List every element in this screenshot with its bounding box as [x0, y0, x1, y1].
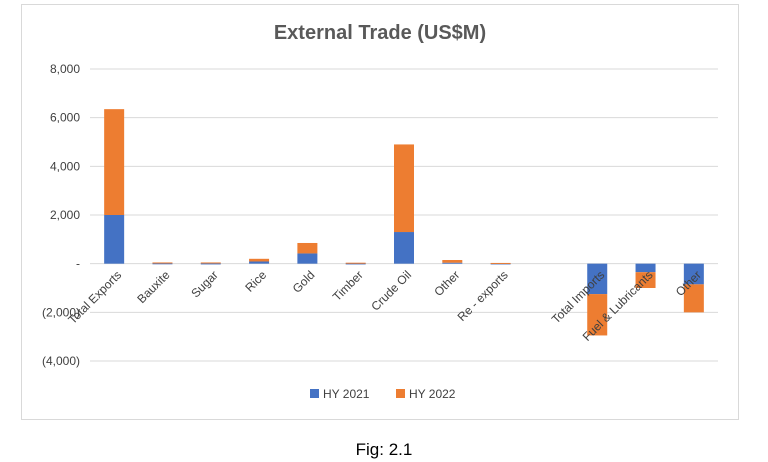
- bar-hy2021: [200, 263, 221, 265]
- x-category-label: Gold: [290, 268, 318, 296]
- bar-hy2022: [587, 294, 608, 336]
- chart-title: External Trade (US$M): [274, 22, 486, 44]
- bar-hy2022: [297, 242, 318, 254]
- y-tick-label: 4,000: [50, 159, 80, 173]
- x-category-label: Bauxite: [134, 268, 172, 306]
- x-category-label: Crude Oil: [368, 268, 414, 314]
- bar-hy2021: [249, 261, 270, 264]
- x-category-label: Timber: [330, 268, 366, 304]
- legend-swatch: [310, 389, 319, 398]
- bar-hy2022: [490, 262, 511, 264]
- x-category-label: Rice: [242, 268, 269, 295]
- category-label-layer: Total Exports Bauxite Sugar Rice Gold Timber C…: [65, 268, 704, 344]
- x-category-label: Re - exports: [455, 268, 511, 324]
- bar-hy2022: [104, 109, 125, 215]
- bar-layer: [104, 109, 704, 336]
- tick-layer: 8,000 6,000 4,000 2,000 - (2,000) (4,000): [42, 62, 80, 368]
- x-category-label: Sugar: [188, 268, 221, 301]
- bar-hy2022: [200, 262, 221, 264]
- y-tick-label: 2,000: [50, 208, 80, 222]
- bar-hy2021: [683, 263, 704, 285]
- legend-label: HY 2021: [323, 387, 370, 401]
- figure-caption: Fig: 2.1: [355, 440, 413, 459]
- legend-label: HY 2022: [409, 387, 456, 401]
- x-category-label: Other: [431, 268, 462, 299]
- bar-hy2021: [297, 253, 318, 264]
- bar-hy2022: [394, 144, 414, 233]
- bar-hy2022: [249, 258, 270, 262]
- bar-hy2022: [152, 262, 173, 264]
- bar-hy2021: [152, 263, 173, 265]
- y-tick-label: (4,000): [42, 354, 80, 368]
- y-tick-label: 6,000: [50, 111, 80, 125]
- bar-hy2022: [345, 262, 366, 264]
- y-tick-label: 8,000: [50, 62, 80, 76]
- bar-hy2022: [442, 260, 463, 263]
- bar-hy2021: [104, 215, 125, 264]
- bar-hy2022: [635, 272, 656, 288]
- bar-hy2022: [683, 284, 704, 313]
- legend: HY 2021 HY 2022: [310, 387, 456, 401]
- chart-svg: External Trade (US$M) 8,000 6,000 4,000 2,0…: [42, 22, 718, 401]
- bar-hy2021: [587, 263, 608, 295]
- bar-hy2021: [345, 263, 366, 265]
- chart-frame: External Trade (US$M) 8,000 6,000 4,000 2,0…: [21, 4, 739, 420]
- y-tick-label: (2,000): [42, 305, 80, 319]
- x-category-label: Total Exports: [65, 268, 124, 327]
- bar-hy2021: [635, 263, 656, 273]
- legend-swatch: [396, 389, 405, 398]
- bar-hy2021: [394, 232, 414, 264]
- bar-hy2021: [442, 262, 463, 264]
- y-tick-label: -: [76, 257, 80, 271]
